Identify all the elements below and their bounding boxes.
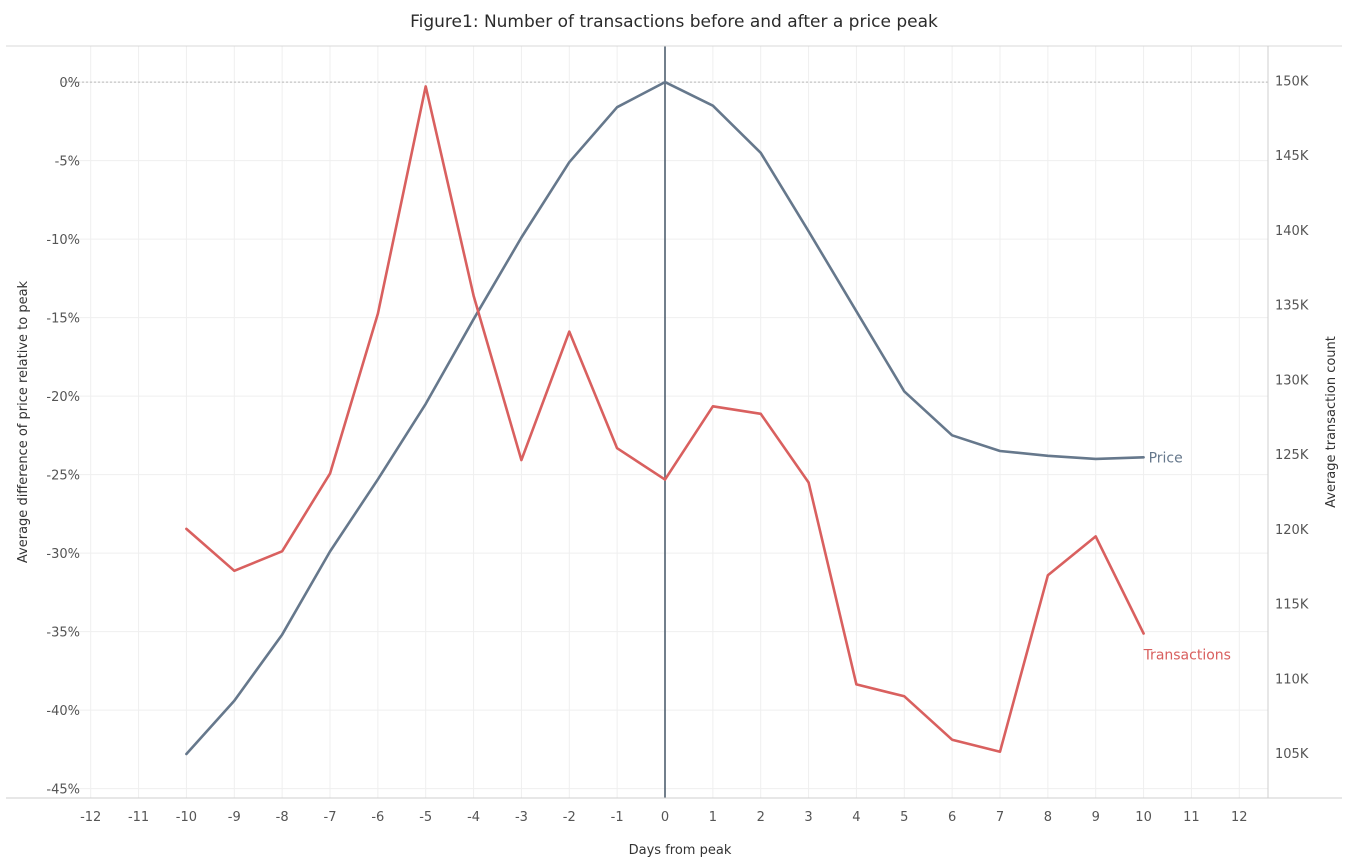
- y-left-axis-title: Average difference of price relative to …: [16, 280, 31, 563]
- series-layer: [185, 80, 1145, 756]
- x-tick-label: -2: [563, 810, 576, 825]
- x-tick-label: 8: [1044, 810, 1052, 825]
- y-right-tick-label: 145K: [1275, 149, 1309, 164]
- chart-title: Figure1: Number of transactions before a…: [410, 12, 938, 32]
- x-tick-label: 7: [996, 810, 1004, 825]
- y-left-tick-label: -5%: [55, 155, 80, 170]
- x-tick-label: 11: [1183, 810, 1200, 825]
- x-tick-label: -4: [467, 810, 480, 825]
- y-left-tick-label: -25%: [46, 469, 80, 484]
- y-right-tick-label: 125K: [1275, 448, 1309, 463]
- y-left-tick-label: -40%: [46, 704, 80, 719]
- x-axis-title: Days from peak: [629, 843, 732, 858]
- y-left-tick-label: -45%: [46, 783, 80, 798]
- x-tick-label: 0: [661, 810, 669, 825]
- y-right-tick-label: 150K: [1275, 74, 1309, 89]
- y-right-tick-label: 110K: [1275, 672, 1309, 687]
- y-left-tick-label: -15%: [46, 312, 80, 327]
- x-tick-label: 3: [804, 810, 812, 825]
- y-right-tick-label: 130K: [1275, 373, 1309, 388]
- x-tick-label: -9: [228, 810, 241, 825]
- transactions-series-line: [185, 85, 1145, 754]
- y-left-tick-label: -35%: [46, 626, 80, 641]
- x-tick-label: 4: [852, 810, 860, 825]
- price-series-label: Price: [1149, 450, 1183, 466]
- x-tick-label: -1: [611, 810, 624, 825]
- y-right-tick-label: 135K: [1275, 299, 1309, 314]
- y-right-tick-label: 115K: [1275, 598, 1309, 613]
- x-tick-label: -5: [419, 810, 432, 825]
- x-tick-label: -10: [176, 810, 197, 825]
- y-right-axis-title: Average transaction count: [1324, 336, 1339, 508]
- x-tick-label: -12: [80, 810, 101, 825]
- label-layer: -12 -11 -10 -9 -8 -7 -6 -5 -4 -3 -2 -1 0 1 2 3 4 5 6 7 8 9 10 1…: [16, 74, 1339, 858]
- transactions-series-label: Transactions: [1143, 648, 1231, 664]
- x-tick-label: 2: [757, 810, 765, 825]
- y-left-tick-label: -30%: [46, 547, 80, 562]
- x-tick-label: -3: [515, 810, 528, 825]
- x-tick-label: -7: [324, 810, 337, 825]
- y-right-tick-label: 120K: [1275, 523, 1309, 538]
- x-tick-label: -11: [128, 810, 149, 825]
- x-tick-label: 6: [948, 810, 956, 825]
- y-left-tick-label: -20%: [46, 390, 80, 405]
- x-tick-label: 9: [1092, 810, 1100, 825]
- x-tick-label: -8: [276, 810, 289, 825]
- price-series-line: [185, 80, 1145, 756]
- axis-layer: [6, 45, 1342, 799]
- x-tick-label: 12: [1231, 810, 1248, 825]
- x-tick-label: -6: [371, 810, 384, 825]
- y-left-tick-label: -10%: [46, 233, 80, 248]
- y-right-tick-label: 140K: [1275, 224, 1309, 239]
- x-tick-label: 10: [1135, 810, 1152, 825]
- y-right-tick-label: 105K: [1275, 747, 1309, 762]
- y-left-tick-label: 0%: [59, 76, 80, 91]
- x-tick-label: 1: [709, 810, 717, 825]
- x-tick-label: 5: [900, 810, 908, 825]
